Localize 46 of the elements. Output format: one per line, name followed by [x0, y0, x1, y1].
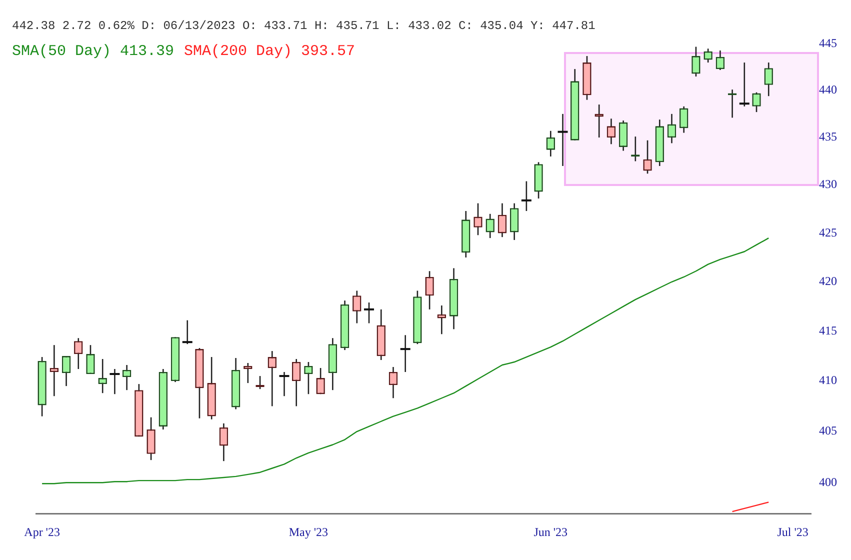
candlestick: [256, 375, 264, 390]
candlestick: [86, 344, 95, 375]
x-tick-label: May '23: [288, 524, 328, 539]
x-tick-label: Jul '23: [777, 524, 808, 539]
candlestick: [667, 113, 676, 144]
candlestick: [618, 120, 628, 152]
x-tick-label: Jun '23: [534, 524, 568, 539]
candlestick: [74, 337, 83, 370]
y-tick-label: 410: [819, 373, 837, 388]
candlestick: [316, 367, 325, 395]
candlestick: [752, 92, 761, 113]
x-tick-label: Apr '23: [24, 524, 60, 539]
text: SMA(200 Day) 393.57: [184, 43, 356, 60]
y-tick-label: 435: [819, 130, 837, 144]
candlestick: [268, 350, 276, 407]
text: SMA(50 Day) 413.39: [12, 43, 174, 60]
y-tick-label: 425: [819, 225, 837, 240]
candlestick: [486, 213, 494, 239]
candlestick: [643, 140, 652, 174]
candlestick: [146, 416, 156, 461]
y-tick-label: 440: [819, 82, 837, 97]
candlestick: [219, 422, 228, 462]
candlestick: [62, 355, 71, 387]
candlestick: [679, 106, 688, 134]
candlestick: [692, 46, 700, 78]
y-tick-label: 415: [819, 323, 837, 338]
y-tick-label: 430: [819, 177, 837, 192]
candlestick: [546, 130, 556, 158]
candlestick: [474, 202, 482, 236]
candlestick: [764, 62, 773, 97]
candlestick: [388, 366, 398, 399]
candlestick: [425, 270, 434, 310]
candlestick: [437, 304, 446, 335]
y-tick-label: 405: [819, 424, 837, 438]
candlestick: [292, 358, 301, 407]
candlestick: [594, 104, 604, 138]
candlestick: [352, 290, 362, 324]
y-tick-label: 400: [819, 474, 837, 489]
candlestick: [704, 48, 712, 64]
candlestick: [304, 361, 313, 395]
y-tick-label: 420: [819, 274, 837, 288]
candlestick: [510, 202, 519, 241]
candlestick: [606, 118, 616, 145]
y-tick-label: 445: [819, 36, 837, 50]
candlestick: [498, 202, 507, 238]
chart-title: 442.38 2.72 0.62% D: 06/13/2023 O: 433.71 H: 435.71 L: 433.02 C: 435.04 Y: 447.81: [12, 19, 596, 33]
